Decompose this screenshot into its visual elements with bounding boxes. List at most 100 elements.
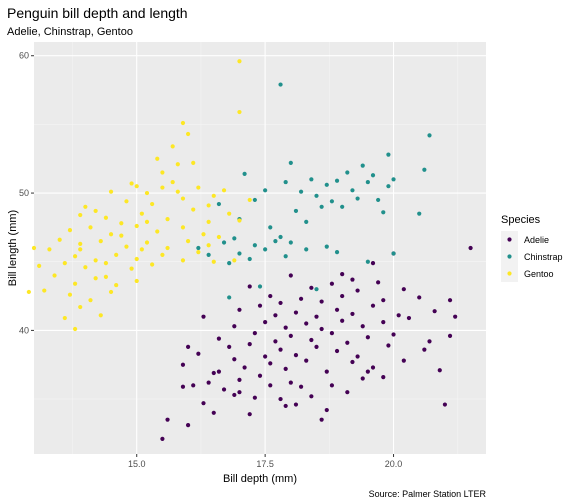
point-adelie bbox=[309, 285, 314, 290]
point-chinstrap bbox=[252, 197, 257, 203]
point-adelie bbox=[211, 370, 216, 376]
point-chinstrap bbox=[221, 240, 227, 245]
point-adelie bbox=[355, 354, 360, 359]
point-gentoo bbox=[237, 59, 242, 64]
point-adelie bbox=[442, 402, 448, 407]
point-gentoo bbox=[57, 237, 62, 242]
data-points bbox=[26, 59, 473, 441]
point-chinstrap bbox=[365, 259, 370, 264]
point-adelie bbox=[268, 383, 273, 388]
point-adelie bbox=[427, 339, 432, 344]
point-adelie bbox=[370, 261, 376, 266]
point-adelie bbox=[237, 307, 242, 312]
point-gentoo bbox=[160, 185, 165, 190]
point-adelie bbox=[278, 396, 283, 402]
point-chinstrap bbox=[206, 252, 211, 257]
point-gentoo bbox=[160, 252, 165, 257]
point-chinstrap bbox=[319, 204, 324, 209]
point-adelie bbox=[340, 293, 345, 299]
point-gentoo bbox=[124, 244, 129, 249]
point-gentoo bbox=[180, 196, 186, 201]
point-adelie bbox=[232, 324, 237, 329]
point-gentoo bbox=[67, 228, 73, 233]
point-chinstrap bbox=[278, 234, 283, 240]
point-adelie bbox=[304, 358, 309, 363]
point-adelie bbox=[350, 359, 355, 365]
point-gentoo bbox=[83, 204, 88, 209]
legend-swatch-chinstrap bbox=[507, 254, 512, 259]
point-gentoo bbox=[83, 265, 88, 270]
point-gentoo bbox=[62, 261, 67, 266]
point-adelie bbox=[283, 403, 288, 409]
point-gentoo bbox=[119, 233, 124, 238]
point-adelie bbox=[221, 387, 227, 392]
point-chinstrap bbox=[278, 82, 283, 87]
point-adelie bbox=[319, 299, 324, 304]
point-chinstrap bbox=[391, 177, 396, 182]
y-axis-ticks: 40 50 60 bbox=[19, 51, 34, 335]
point-adelie bbox=[268, 361, 273, 366]
point-adelie bbox=[350, 311, 355, 317]
y-tick-label: 50 bbox=[19, 188, 29, 198]
point-adelie bbox=[288, 273, 293, 278]
legend-swatch-gentoo bbox=[507, 271, 512, 276]
point-adelie bbox=[422, 347, 427, 352]
point-chinstrap bbox=[334, 178, 340, 183]
x-tick-label: 20.0 bbox=[385, 459, 403, 469]
point-gentoo bbox=[237, 218, 242, 223]
point-gentoo bbox=[98, 313, 103, 318]
point-chinstrap bbox=[288, 240, 293, 245]
point-adelie bbox=[185, 344, 191, 349]
point-gentoo bbox=[129, 266, 134, 271]
point-gentoo bbox=[185, 131, 191, 137]
point-gentoo bbox=[72, 326, 78, 332]
legend-label-adelie: Adelie bbox=[524, 235, 549, 245]
point-gentoo bbox=[108, 232, 114, 237]
point-gentoo bbox=[165, 217, 170, 222]
point-chinstrap bbox=[309, 177, 314, 182]
point-gentoo bbox=[134, 184, 139, 189]
point-gentoo bbox=[52, 273, 57, 278]
chart-subtitle: Adelie, Chinstrap, Gentoo bbox=[7, 26, 133, 38]
point-adelie bbox=[350, 277, 355, 282]
point-chinstrap bbox=[355, 196, 360, 201]
point-gentoo bbox=[98, 239, 103, 244]
point-chinstrap bbox=[340, 204, 345, 209]
point-adelie bbox=[437, 368, 442, 373]
point-gentoo bbox=[196, 185, 201, 190]
point-chinstrap bbox=[417, 211, 422, 216]
y-axis-title: Bill length (mm) bbox=[7, 210, 19, 286]
point-chinstrap bbox=[227, 261, 232, 266]
point-adelie bbox=[180, 362, 186, 367]
point-adelie bbox=[257, 303, 263, 308]
point-adelie bbox=[381, 374, 386, 380]
point-adelie bbox=[293, 310, 299, 315]
minor-gridlines bbox=[34, 42, 486, 454]
point-adelie bbox=[206, 380, 211, 385]
point-chinstrap bbox=[386, 184, 391, 189]
point-adelie bbox=[314, 344, 319, 349]
point-gentoo bbox=[155, 156, 160, 161]
point-gentoo bbox=[180, 225, 186, 230]
point-gentoo bbox=[144, 219, 150, 225]
point-adelie bbox=[288, 333, 293, 338]
point-adelie bbox=[211, 410, 216, 415]
point-chinstrap bbox=[329, 199, 335, 204]
point-adelie bbox=[278, 347, 283, 352]
point-adelie bbox=[237, 390, 242, 395]
point-adelie bbox=[201, 401, 206, 406]
point-gentoo bbox=[196, 250, 201, 255]
point-gentoo bbox=[206, 203, 211, 208]
point-adelie bbox=[283, 366, 288, 371]
point-adelie bbox=[247, 342, 252, 347]
point-chinstrap bbox=[268, 225, 273, 230]
point-adelie bbox=[329, 383, 335, 388]
point-gentoo bbox=[201, 232, 206, 237]
point-chinstrap bbox=[422, 167, 427, 172]
point-adelie bbox=[298, 384, 304, 389]
point-adelie bbox=[381, 320, 386, 325]
point-chinstrap bbox=[391, 251, 396, 256]
point-gentoo bbox=[31, 245, 37, 251]
point-adelie bbox=[232, 357, 237, 362]
